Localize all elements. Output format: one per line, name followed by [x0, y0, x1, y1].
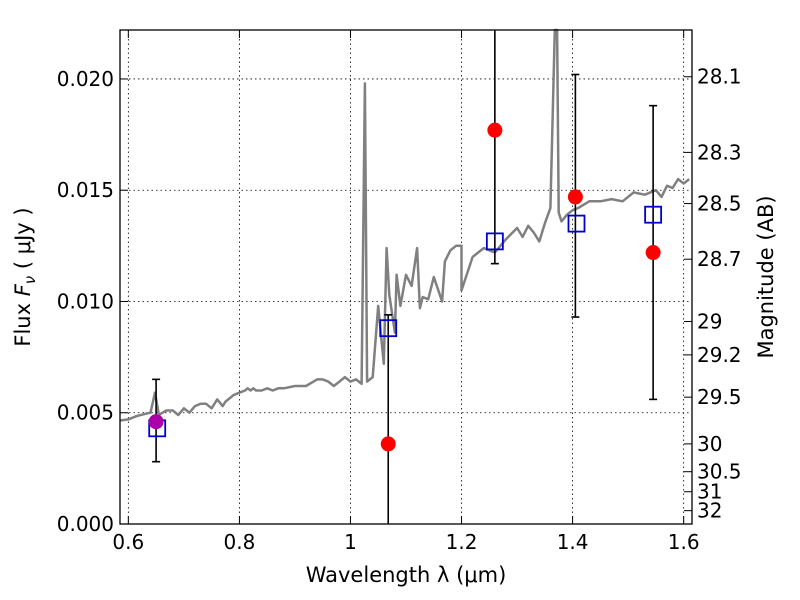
x-tick-label: 1.6 — [668, 530, 700, 554]
y2-tick-label: 28.1 — [697, 65, 742, 89]
spectrum-line — [119, 28, 690, 422]
y2-tick-label: 28.5 — [697, 192, 742, 216]
y2-tick-label: 29.5 — [697, 385, 742, 409]
x-tick-label: 0.6 — [112, 530, 144, 554]
y-axis-title-prefix: Flux — [11, 296, 35, 346]
model-photometry-point — [485, 232, 504, 251]
y-tick-label: 0.015 — [57, 178, 114, 202]
y-axis-title: Flux Fν ( μJy ) — [11, 207, 39, 346]
model-spectrum — [119, 28, 690, 422]
observed-point — [567, 189, 583, 205]
model-photometry-point — [567, 214, 586, 233]
plot-frame — [119, 29, 693, 525]
y2-tick-label: 28.7 — [697, 247, 742, 271]
x-tick-label: 1.2 — [446, 530, 478, 554]
y-tick-label: 0.005 — [57, 401, 114, 425]
y-tick-label: 0.020 — [57, 67, 114, 91]
y2-tick-label: 29.2 — [697, 343, 742, 367]
observed-point — [645, 245, 661, 261]
observed-point — [487, 122, 503, 138]
y-tick-label: 0.010 — [57, 289, 114, 313]
y2-axis-title: Magnitude (AB) — [754, 195, 778, 358]
y2-tick-label: 31 — [697, 480, 722, 504]
y2-tick-label: 28.3 — [697, 140, 742, 164]
x-ticks: 0.6 0.8 1 1.2 1.4 1.6 — [112, 30, 700, 554]
y2-tick-label: 30.5 — [697, 460, 742, 484]
model-photometry-point — [379, 319, 398, 338]
x-axis-title: Wavelength λ (μm) — [306, 563, 507, 587]
observed-point — [148, 414, 164, 430]
x-tick-label: 1 — [344, 530, 357, 554]
observed-point — [380, 436, 396, 452]
y2-tick-label: 29 — [697, 310, 722, 334]
y-axis-title-sub: ν — [21, 276, 39, 284]
y-ticks: 0.000 0.005 0.010 0.015 0.020 — [57, 67, 128, 536]
y-tick-label: 0.000 — [57, 512, 114, 536]
model-photometry-point — [644, 205, 663, 224]
y2-tick-label: 30 — [697, 432, 722, 456]
y-axis-title-var: F — [11, 283, 35, 296]
y-axis-title-suffix: ( μJy ) — [11, 207, 35, 275]
observed-markers — [148, 122, 661, 452]
y2-tick-label: 32 — [697, 499, 722, 523]
x-tick-label: 1.4 — [557, 530, 589, 554]
x-tick-label: 0.8 — [223, 530, 255, 554]
